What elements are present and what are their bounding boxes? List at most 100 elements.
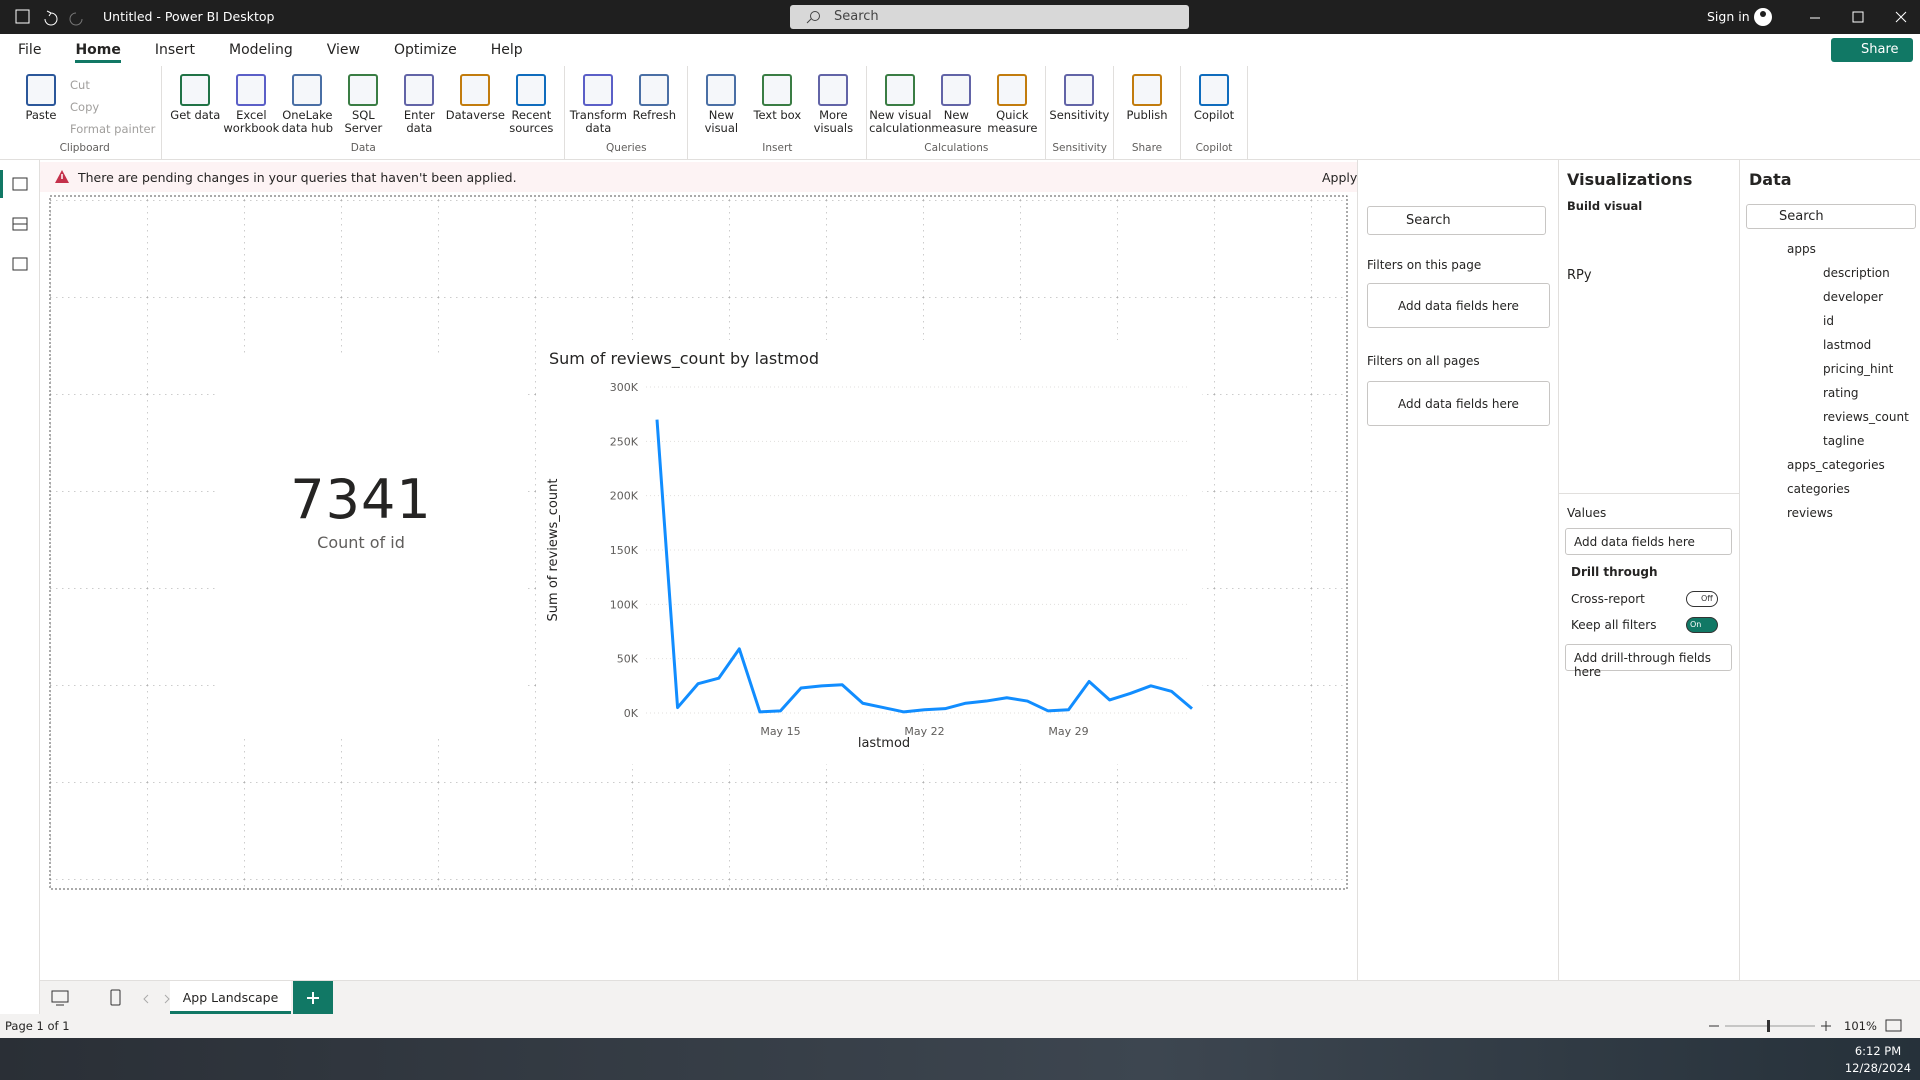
x-axis-title: lastmod bbox=[858, 736, 910, 751]
ribbon-button[interactable]: Transform data bbox=[570, 70, 627, 142]
button-label: New visual calculation bbox=[869, 108, 932, 135]
zoom-slider[interactable] bbox=[1705, 1018, 1835, 1034]
button-icon bbox=[706, 74, 737, 106]
filter-search[interactable]: Search bbox=[1367, 206, 1546, 235]
table-name[interactable]: apps_categories bbox=[1787, 458, 1885, 472]
table-name[interactable]: reviews bbox=[1787, 506, 1833, 520]
title-bar: Untitled - Power BI Desktop Search Sign … bbox=[0, 0, 1920, 34]
small-button[interactable]: Cut bbox=[70, 78, 90, 92]
y-tick-label: 50K bbox=[617, 653, 639, 666]
menu-tab[interactable]: Home bbox=[75, 37, 121, 63]
button-label: More visuals bbox=[813, 108, 854, 135]
warning-message: There are pending changes in your querie… bbox=[78, 170, 517, 185]
field-name[interactable]: reviews_count bbox=[1823, 410, 1909, 424]
menu-tab[interactable]: File bbox=[18, 42, 42, 58]
ribbon-button[interactable]: Recent sources bbox=[504, 70, 558, 142]
y-tick-label: 0K bbox=[624, 707, 639, 720]
pane-title: Visualizations bbox=[1567, 170, 1693, 189]
toggle-state: On bbox=[1690, 620, 1702, 629]
ribbon-buttons: Copilot bbox=[1187, 70, 1241, 142]
data-search[interactable]: Search bbox=[1746, 204, 1916, 229]
drop-zone-label: Add data fields here bbox=[1398, 299, 1519, 313]
filter-drop-zone[interactable]: Add data fields here bbox=[1367, 283, 1550, 328]
page-count: Page 1 of 1 bbox=[5, 1019, 70, 1033]
ribbon-button[interactable]: Excel workbook bbox=[223, 70, 279, 142]
ribbon-button[interactable]: SQL Server bbox=[336, 70, 390, 142]
button-icon bbox=[1132, 74, 1162, 106]
sign-in[interactable]: Sign in bbox=[1707, 9, 1750, 24]
line-series bbox=[655, 419, 1193, 714]
small-button[interactable]: Copy bbox=[70, 100, 100, 114]
zoom-level: 101% bbox=[1844, 1019, 1877, 1033]
ribbon-button[interactable]: Sensitivity bbox=[1049, 70, 1109, 142]
button-icon bbox=[460, 74, 491, 106]
button-icon bbox=[941, 74, 972, 106]
menu-tab[interactable]: Modeling bbox=[229, 42, 293, 58]
add-page[interactable] bbox=[293, 981, 333, 1014]
filter-section-title: Filters on this page bbox=[1367, 258, 1482, 272]
ribbon-button[interactable]: New measure bbox=[929, 70, 983, 142]
table-name[interactable]: categories bbox=[1787, 482, 1850, 496]
field-name[interactable]: id bbox=[1823, 314, 1834, 328]
card-value: 7341 bbox=[290, 468, 432, 531]
table-name[interactable]: apps bbox=[1787, 242, 1816, 256]
ribbon-buttons: Paste Cut Copy Format painter bbox=[14, 70, 155, 142]
button-icon bbox=[180, 74, 211, 106]
filter-drop-zone[interactable]: Add data fields here bbox=[1367, 381, 1550, 426]
menu-tab[interactable]: Help bbox=[490, 42, 523, 58]
visual-gallery: RPy bbox=[1567, 268, 1592, 283]
button-label: SQL Server bbox=[344, 108, 383, 135]
field-name[interactable]: developer bbox=[1823, 290, 1884, 304]
card-visual[interactable]: 7341 Count of id bbox=[201, 468, 521, 552]
group-label: Queries bbox=[606, 142, 647, 154]
button-label: Publish bbox=[1126, 108, 1168, 122]
line-chart[interactable]: Sum of reviews_count by lastmod Sum of r… bbox=[540, 340, 1200, 764]
ribbon-button[interactable]: Enter data bbox=[392, 70, 446, 142]
page-tab[interactable]: App Landscape bbox=[170, 981, 291, 1014]
drill-drop-zone[interactable]: Add drill-through fields here bbox=[1565, 644, 1732, 679]
pane-divider bbox=[1559, 493, 1739, 494]
field-name[interactable]: tagline bbox=[1823, 434, 1865, 448]
field-name[interactable]: lastmod bbox=[1823, 338, 1872, 352]
ribbon-button[interactable]: Get data bbox=[168, 70, 222, 142]
field-name[interactable]: description bbox=[1823, 266, 1890, 280]
small-button[interactable]: Format painter bbox=[70, 122, 156, 136]
ribbon-button[interactable]: Paste bbox=[14, 70, 68, 142]
ribbon-button[interactable]: Publish bbox=[1120, 70, 1174, 142]
visual-icon-text[interactable]: R bbox=[1567, 268, 1577, 283]
ribbon-button[interactable]: New visual bbox=[694, 70, 748, 142]
ribbon-button[interactable]: Quick measure bbox=[985, 70, 1039, 142]
field-name[interactable]: rating bbox=[1823, 386, 1859, 400]
ribbon-buttons: Transform data Refresh bbox=[570, 70, 681, 142]
ribbon-button[interactable]: Dataverse bbox=[446, 70, 505, 142]
toggle[interactable]: Off bbox=[1686, 591, 1718, 607]
button-icon bbox=[818, 74, 849, 106]
ribbon-button[interactable]: More visuals bbox=[806, 70, 860, 142]
button-label: Paste bbox=[25, 108, 57, 122]
group-label: Clipboard bbox=[59, 142, 110, 154]
y-axis-title: Sum of reviews_count bbox=[546, 479, 561, 622]
page-tab-label: App Landscape bbox=[182, 990, 279, 1005]
field-name[interactable]: pricing_hint bbox=[1823, 362, 1894, 376]
button-icon bbox=[639, 74, 670, 106]
ribbon-button[interactable]: Copilot bbox=[1187, 70, 1241, 142]
ribbon-button[interactable]: New visual calculation bbox=[869, 70, 932, 142]
drop-zone-label: Add data fields here bbox=[1398, 397, 1519, 411]
drop-zone-label: Add data fields here bbox=[1574, 535, 1695, 549]
menu-tab[interactable]: View bbox=[326, 42, 360, 58]
ribbon-button[interactable]: Refresh bbox=[627, 70, 681, 142]
pane-title: Data bbox=[1749, 170, 1792, 189]
view-icons bbox=[0, 170, 28, 271]
ribbon-button[interactable]: Text box bbox=[750, 70, 804, 142]
toggle[interactable]: On bbox=[1686, 617, 1718, 633]
quick-access bbox=[15, 9, 83, 26]
ribbon-button[interactable]: OneLake data hub bbox=[280, 70, 334, 142]
search-box[interactable]: Search bbox=[790, 5, 1189, 29]
menu-tab[interactable]: Insert bbox=[154, 42, 196, 58]
values-drop-zone[interactable]: Add data fields here bbox=[1565, 528, 1732, 555]
visual-icon-text[interactable]: Py bbox=[1576, 268, 1592, 283]
menu-tab[interactable]: Optimize bbox=[393, 42, 457, 58]
share-button[interactable]: Share bbox=[1831, 38, 1913, 62]
share-label: Share bbox=[1861, 42, 1899, 57]
